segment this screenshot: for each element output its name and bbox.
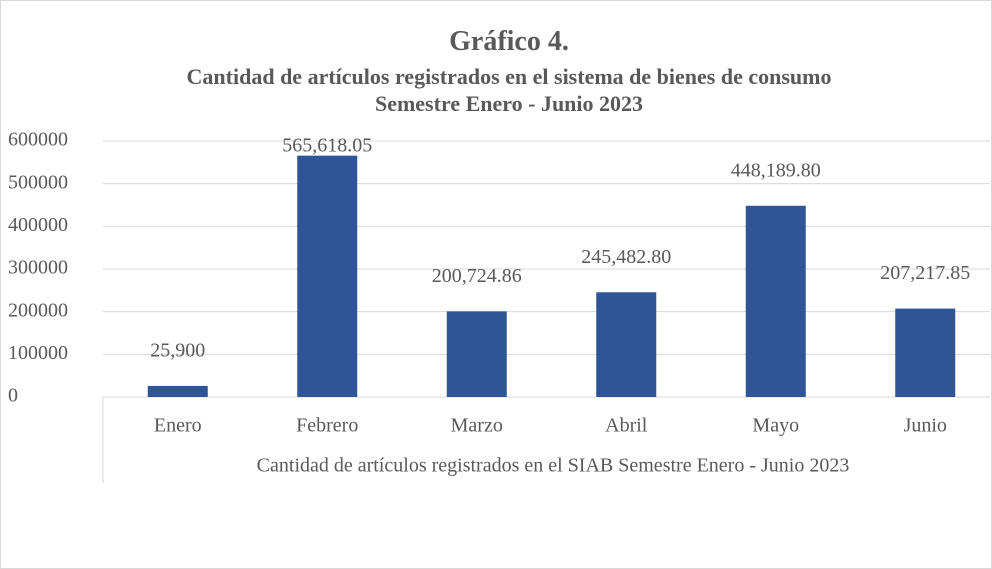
value-label: 207,217.85	[880, 262, 970, 284]
y-tick-label: 600000	[8, 129, 68, 151]
value-label: 448,189.80	[731, 159, 821, 181]
bar	[596, 292, 657, 397]
x-tick-label: Enero	[154, 415, 202, 437]
x-axis-label: Cantidad de artículos registrados en el …	[257, 455, 850, 477]
y-tick-label: 500000	[8, 171, 68, 193]
bar	[297, 155, 358, 397]
x-tick-label: Abril	[605, 415, 648, 437]
value-label: 200,724.86	[432, 265, 522, 287]
value-label: 245,482.80	[581, 246, 671, 268]
bar	[895, 308, 956, 397]
y-tick-label: 100000	[8, 342, 68, 364]
x-tick-label: Marzo	[451, 415, 503, 437]
chart-subtitle: Cantidad de artículos registrados en el …	[186, 64, 832, 116]
x-tick-label: Junio	[904, 415, 947, 437]
y-tick-label: 200000	[8, 299, 68, 321]
bar	[446, 311, 507, 397]
chart-title: Gráfico 4.	[449, 26, 569, 57]
value-label: 565,618.05	[282, 134, 372, 156]
x-tick-label: Mayo	[752, 415, 799, 437]
y-tick-label: 400000	[8, 214, 68, 236]
bar	[745, 205, 806, 397]
x-tick-label: Febrero	[296, 415, 358, 437]
bar	[147, 385, 208, 397]
y-tick-label: 300000	[8, 257, 68, 279]
value-label: 25,900	[150, 340, 205, 362]
y-tick-label: 0	[8, 385, 18, 407]
